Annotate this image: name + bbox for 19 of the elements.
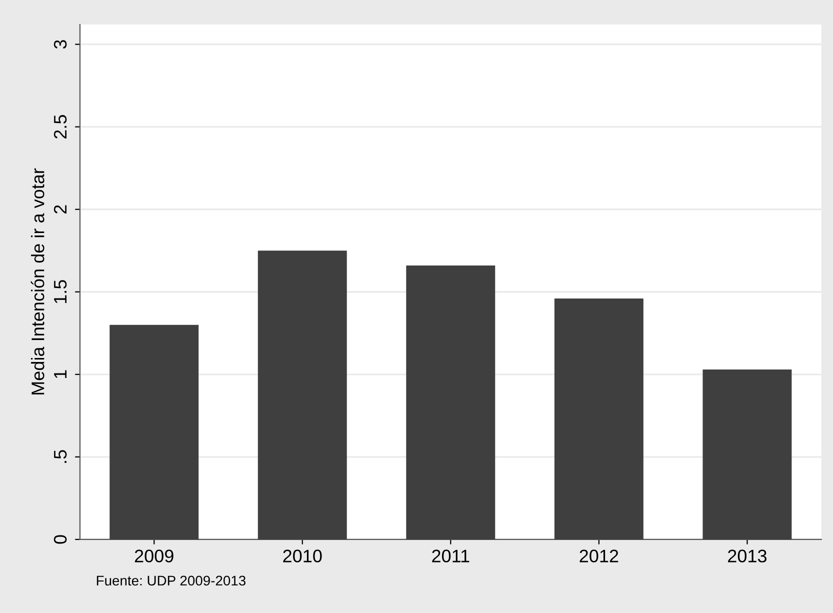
y-axis-title: Media Intención de ir a votar xyxy=(30,168,44,394)
source-note: Fuente: UDP 2009-2013 xyxy=(96,576,246,586)
bar xyxy=(702,369,792,540)
x-tick-label: 2013 xyxy=(728,550,766,562)
x-tick-label: 2011 xyxy=(432,550,470,562)
x-tick-label: 2009 xyxy=(134,550,174,562)
y-tick-label: 2 xyxy=(54,205,66,214)
y-tick-label: 3 xyxy=(54,40,67,49)
y-tick-label: .5 xyxy=(54,450,67,463)
y-tick-label: 1.5 xyxy=(54,280,67,304)
x-tick-label: 2012 xyxy=(580,550,618,562)
bar xyxy=(110,324,199,540)
y-tick-label: 0 xyxy=(54,535,67,544)
bar xyxy=(406,265,496,540)
bar xyxy=(258,250,347,540)
y-tick-label: 1 xyxy=(54,370,66,378)
x-tick-label: 2010 xyxy=(283,550,322,562)
y-tick-label: 2.5 xyxy=(54,115,67,138)
bar xyxy=(554,298,644,540)
